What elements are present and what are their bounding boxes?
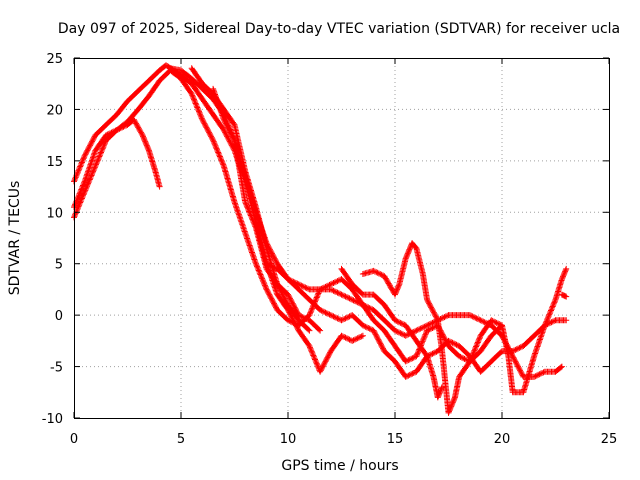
y-tick-label: 15: [46, 155, 63, 170]
chart-title: Day 097 of 2025, Sidereal Day-to-day VTE…: [58, 21, 620, 37]
y-axis: -10 -5 0 5 10 15 20 25: [42, 52, 609, 427]
series-track-9: [338, 265, 446, 401]
series-track-6: [210, 85, 313, 334]
series-markers: [558, 291, 570, 300]
plot-frame: [74, 58, 610, 419]
y-tick-label: 20: [46, 103, 63, 118]
y-tick-label: -5: [50, 361, 63, 376]
y-tick-label: 5: [55, 258, 63, 273]
series-markers: [210, 85, 313, 334]
series-track-3: [71, 116, 163, 221]
y-tick-label: 10: [46, 206, 63, 221]
x-tick-label: 5: [177, 432, 185, 447]
y-tick-label: 0: [55, 309, 63, 324]
x-tick-label: 25: [601, 432, 618, 447]
x-axis-label: GPS time / hours: [281, 458, 398, 474]
x-axis: 0 5 10 15 20 25: [70, 58, 617, 447]
x-tick-label: 10: [280, 432, 297, 447]
series-track-8: [359, 240, 570, 416]
x-tick-label: 0: [70, 432, 78, 447]
y-axis-label: SDTVAR / TECUs: [7, 181, 23, 296]
data-series: [71, 62, 570, 416]
series-markers: [359, 240, 570, 416]
series-markers: [71, 116, 163, 221]
x-tick-label: 20: [494, 432, 511, 447]
series-track-10: [558, 291, 570, 300]
x-tick-label: 15: [387, 432, 404, 447]
y-tick-label: 25: [46, 52, 63, 67]
y-tick-label: -10: [42, 412, 63, 427]
series-markers: [338, 265, 446, 401]
grid: [74, 58, 609, 418]
